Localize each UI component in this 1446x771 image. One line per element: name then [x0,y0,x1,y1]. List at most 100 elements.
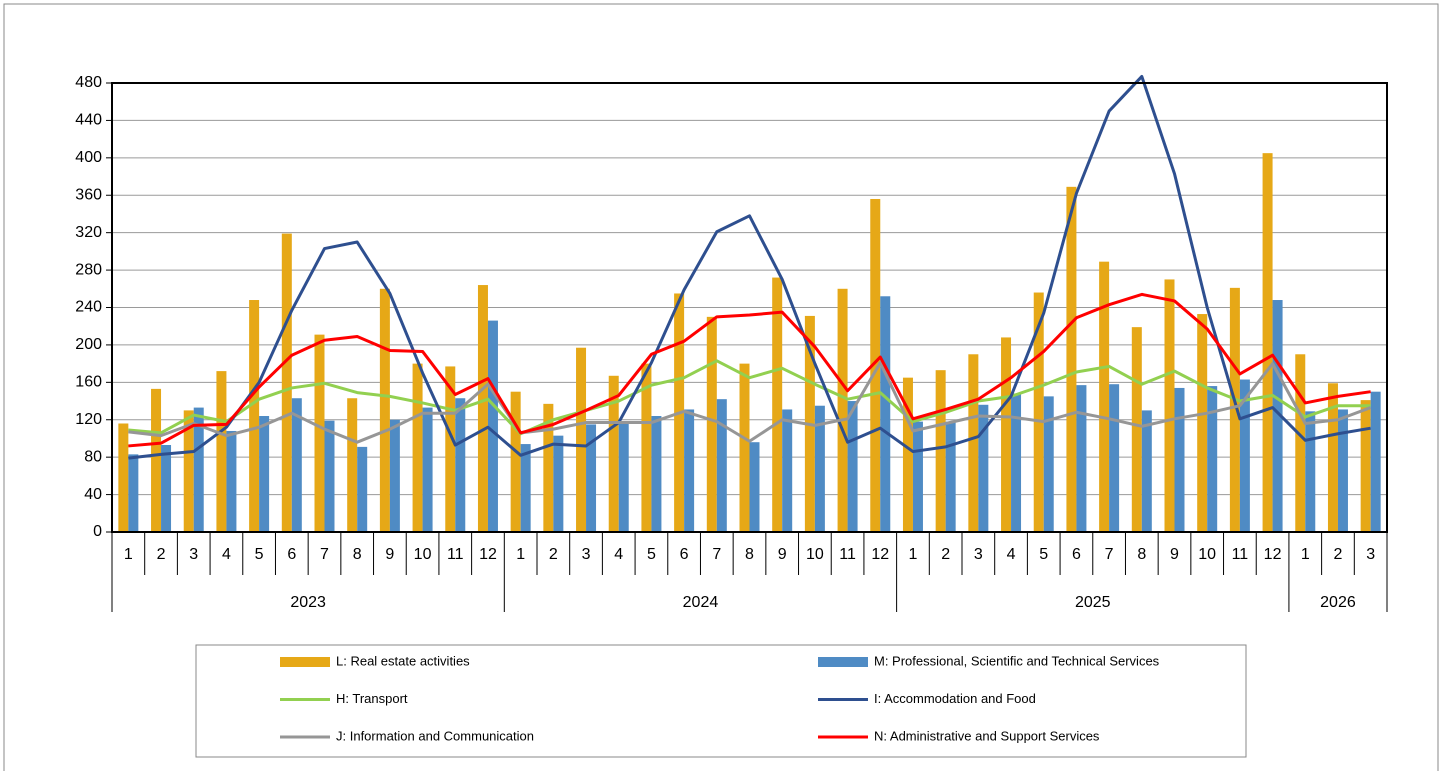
x-tick-label: 5 [255,546,264,563]
x-tick-label: 7 [712,546,721,563]
bar [510,391,521,532]
bar [324,420,335,532]
y-tick-label: 200 [75,336,102,353]
bar [259,416,270,532]
x-tick-label: 7 [1105,546,1114,563]
x-tick-label: 3 [582,546,591,563]
x-tick-label: 11 [1232,546,1249,563]
bar [576,347,587,532]
x-tick-label: 4 [1007,546,1016,563]
bar [1131,327,1142,532]
bar [1327,383,1338,532]
bar [445,366,456,532]
x-group-label: 2023 [290,594,326,611]
legend-label: M: Professional, Scientific and Technica… [874,653,1160,668]
legend-label: L: Real estate activities [336,653,470,668]
x-group-label: 2024 [683,594,719,611]
x-tick-label: 6 [1072,546,1081,563]
x-tick-label: 10 [414,546,432,563]
x-tick-label: 3 [1366,546,1375,563]
bar [935,370,946,532]
bar [389,419,400,532]
bar [151,388,162,532]
x-tick-label: 4 [614,546,623,563]
x-tick-label: 11 [839,546,856,563]
bar [422,407,433,532]
bar [1043,396,1054,532]
bar [880,296,891,532]
x-tick-label: 7 [320,546,329,563]
x-tick-label: 12 [479,546,497,563]
x-tick-label: 8 [1137,546,1146,563]
bar [281,233,292,532]
x-tick-label: 6 [680,546,689,563]
y-tick-label: 80 [84,448,102,465]
x-tick-label: 2 [549,546,558,563]
bar [608,375,619,532]
bar [618,421,629,532]
bar [1337,409,1348,532]
bar [487,320,498,532]
bar [1197,314,1208,532]
bar [912,421,923,532]
bar [128,454,139,532]
bar [968,354,979,532]
bar [520,444,531,532]
y-tick-label: 160 [75,374,102,391]
x-tick-label: 10 [1198,546,1216,563]
bar [357,446,368,532]
bar [684,409,695,532]
bar [183,410,194,532]
legend-box [195,644,1247,758]
x-tick-label: 11 [447,546,464,563]
x-tick-label: 6 [287,546,296,563]
bar [412,363,423,532]
bar [291,398,302,532]
bar [706,316,717,532]
bar [716,399,727,532]
bar [477,285,488,532]
bar [226,430,237,532]
bar [586,424,597,532]
bar [193,407,204,532]
bar [249,300,260,532]
x-tick-label: 12 [1264,546,1282,563]
legend-label: N: Administrative and Support Services [874,728,1100,743]
bar [739,363,750,532]
x-group-label: 2025 [1075,594,1111,611]
legend-label: H: Transport [336,691,408,706]
bar [1272,300,1283,532]
bar [347,398,358,532]
y-tick-label: 440 [75,112,102,129]
bar [1207,386,1218,532]
bar [118,423,129,532]
y-tick-label: 480 [75,74,102,91]
y-tick-label: 400 [75,149,102,166]
line [128,292,1371,448]
x-tick-label: 9 [778,546,787,563]
bar [782,409,793,532]
bar [870,198,881,532]
bar [847,401,858,532]
bar [651,416,662,532]
legend-swatch [280,657,330,667]
x-tick-label: 8 [745,546,754,563]
bar [1141,410,1152,532]
y-tick-label: 320 [75,224,102,241]
x-tick-label: 4 [222,546,231,563]
bar [1033,292,1044,532]
line [128,361,1372,444]
x-tick-label: 12 [871,546,889,563]
bar [1262,153,1273,532]
bar [1229,287,1240,532]
x-tick-label: 1 [124,546,133,563]
legend-swatch [818,657,868,667]
bar [749,442,760,532]
x-tick-label: 1 [1301,546,1310,563]
bar [1164,279,1175,532]
bar [455,398,466,532]
bar [814,405,825,532]
bar [1295,354,1306,532]
bar [1370,391,1381,532]
